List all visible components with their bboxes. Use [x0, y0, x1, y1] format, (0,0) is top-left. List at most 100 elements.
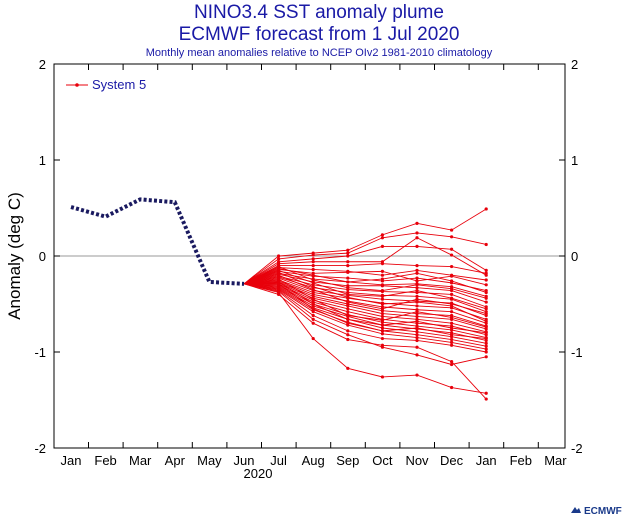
forecast-member-26 [243, 283, 487, 365]
forecast-point [346, 270, 350, 274]
forecast-point [346, 286, 350, 290]
forecast-member-28 [243, 283, 487, 400]
forecast-point [311, 317, 315, 321]
forecast-member-29 [243, 274, 487, 315]
forecast-point [311, 321, 315, 325]
forecast-point [311, 336, 315, 341]
forecast-point [380, 294, 384, 298]
forecast-point [311, 302, 315, 306]
forecast-point [415, 279, 419, 283]
x-tick-label: Jul [270, 453, 287, 468]
forecast-member-6 [243, 267, 487, 285]
forecast-point [484, 341, 488, 345]
y-tick-label-right: 0 [571, 249, 578, 264]
forecast-member-33 [243, 281, 487, 334]
forecast-point [450, 333, 454, 337]
x-tick-label: Jan [61, 453, 82, 468]
forecast-member-7 [243, 268, 487, 286]
forecast-point [277, 273, 281, 277]
forecast-point [380, 326, 384, 330]
forecast-point [484, 355, 488, 359]
forecast-point [415, 300, 419, 304]
forecast-point [346, 276, 350, 280]
forecast-point [415, 333, 419, 337]
forecast-point [450, 274, 454, 278]
forecast-point [484, 307, 488, 311]
forecast-point [415, 264, 419, 268]
y-tick-label-right: 2 [571, 57, 578, 72]
forecast-point [484, 350, 488, 354]
forecast-point [415, 283, 419, 287]
forecast-member-22 [243, 283, 487, 344]
forecast-point [346, 280, 350, 284]
forecast-point [277, 254, 281, 258]
logo-text: ECMWF [584, 506, 622, 517]
forecast-point [450, 310, 454, 314]
forecast-point [380, 314, 384, 319]
forecast-point [450, 304, 454, 308]
forecast-point [277, 266, 281, 271]
forecast-point [346, 295, 350, 299]
forecast-point [346, 264, 350, 268]
y-tick-label-left: -2 [34, 441, 46, 456]
forecast-member-1 [243, 208, 487, 285]
forecast-point [450, 385, 454, 390]
forecast-point [415, 319, 419, 323]
forecast-point [450, 343, 454, 347]
forecast-point [311, 264, 315, 268]
forecast-point [380, 277, 384, 281]
forecast-point [450, 264, 454, 269]
forecast-point [484, 242, 488, 247]
forecast-member-25 [243, 283, 487, 353]
x-tick-label: Jun [234, 453, 255, 468]
forecast-point [346, 248, 350, 252]
forecast-point [415, 268, 419, 272]
forecast-point [311, 281, 315, 285]
y-tick-label-right: 1 [571, 153, 578, 168]
forecast-point [415, 231, 419, 235]
forecast-point [311, 260, 315, 264]
x-tick-label: Mar [544, 453, 567, 468]
forecast-point [415, 276, 419, 280]
forecast-member-2 [243, 232, 487, 285]
forecast-point [380, 244, 384, 248]
forecast-point [346, 366, 350, 370]
forecast-member-13 [243, 277, 487, 316]
forecast-point [484, 268, 488, 272]
forecast-point [380, 343, 384, 347]
forecast-point [311, 273, 315, 277]
forecast-point [484, 283, 488, 287]
forecast-point [450, 247, 454, 251]
forecast-member-15 [243, 280, 487, 324]
y-tick-label-right: -1 [571, 345, 583, 360]
forecast-point [346, 329, 350, 333]
forecast-point [380, 375, 384, 379]
forecast-point [277, 292, 281, 296]
x-tick-label: Aug [302, 453, 325, 468]
forecast-point [311, 288, 315, 292]
forecast-point [380, 302, 384, 306]
forecast-point [311, 257, 315, 261]
x-tick-label: Dec [440, 453, 464, 468]
forecast-point [380, 288, 384, 293]
forecast-point [380, 332, 384, 336]
forecast-point [484, 397, 488, 401]
forecast-point [450, 337, 454, 342]
forecast-member-30 [243, 269, 487, 310]
forecast-point [450, 253, 454, 257]
forecast-point [311, 307, 315, 311]
forecast-point [450, 235, 454, 239]
forecast-point [415, 304, 419, 308]
forecast-point [415, 297, 419, 301]
forecast-member-12 [243, 276, 487, 313]
forecast-point [484, 325, 488, 329]
forecast-member-32 [243, 271, 487, 322]
forecast-point [277, 277, 281, 281]
y-axis-label: Anomaly (deg C) [5, 192, 24, 320]
forecast-point [346, 260, 350, 264]
x-tick-label: Feb [94, 453, 116, 468]
forecast-point [346, 313, 350, 318]
forecast-point [380, 233, 384, 237]
forecast-point [415, 314, 419, 319]
forecast-point [311, 297, 315, 301]
